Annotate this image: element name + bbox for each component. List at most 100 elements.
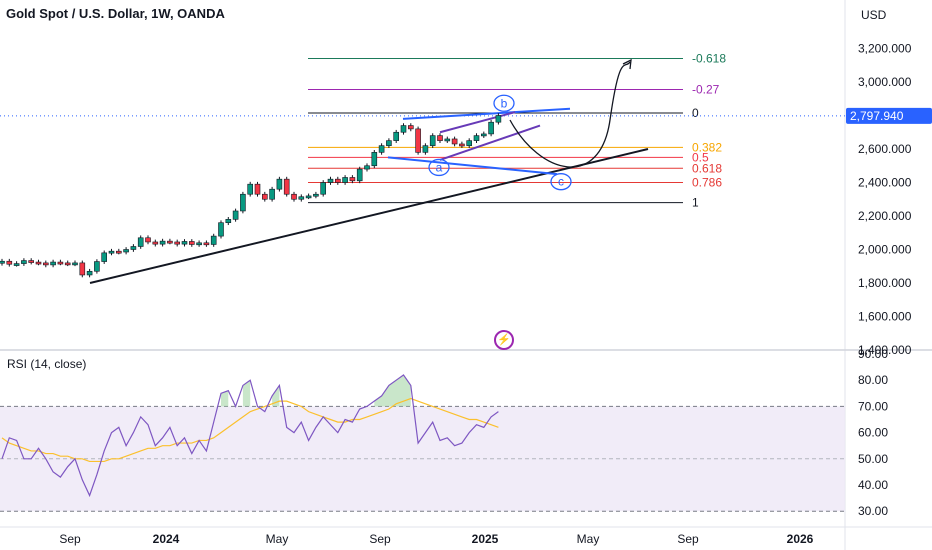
wave-label: a xyxy=(436,160,443,174)
price-tick-label: 1,400.000 xyxy=(858,343,912,357)
candle-up xyxy=(181,241,188,245)
price-tick-label: 2,600.000 xyxy=(858,142,912,156)
candle-up xyxy=(0,260,5,264)
rsi-overbought-fill xyxy=(272,385,280,407)
candle-up xyxy=(72,262,78,266)
candle-up xyxy=(422,145,429,153)
candle-up xyxy=(21,260,27,264)
candle-down xyxy=(167,240,173,244)
fib-level-label: -0.27 xyxy=(692,83,720,97)
candle-down xyxy=(28,260,35,263)
fib-level-label: -0.618 xyxy=(692,52,726,66)
candle-up xyxy=(13,263,20,266)
projection-arrowhead xyxy=(622,58,632,70)
fib-level-label: 0.5 xyxy=(692,150,709,164)
candle-up xyxy=(269,188,275,200)
candle-up xyxy=(159,240,166,245)
candle-up xyxy=(137,237,144,247)
blue-support-line xyxy=(387,156,558,176)
support-trendline xyxy=(89,148,649,284)
rsi-line xyxy=(1,374,499,498)
rsi-overbought-fill xyxy=(242,380,251,407)
fib-level-label: 0.382 xyxy=(692,140,722,154)
wave-label-circle xyxy=(493,94,515,112)
time-tick-label: 2025 xyxy=(472,532,499,546)
candle-down xyxy=(334,178,341,183)
candle-down xyxy=(437,135,443,141)
price-tick-label: 2,400.000 xyxy=(858,176,912,190)
candle-down xyxy=(283,178,290,195)
price-tick-label: 3,000.000 xyxy=(858,75,912,89)
rsi-tick-label: 80.00 xyxy=(858,373,888,387)
wave-label: b xyxy=(501,96,508,110)
rsi-tick-label: 70.00 xyxy=(858,399,888,413)
candle-up xyxy=(400,125,407,133)
candle-up xyxy=(378,145,385,153)
candle-down xyxy=(291,193,297,200)
candle-up xyxy=(240,193,246,212)
rsi-indicator-label[interactable]: RSI (14, close) xyxy=(7,357,87,371)
candle-up xyxy=(196,242,202,246)
candle-up xyxy=(232,210,239,220)
candle-up xyxy=(50,261,56,266)
candle-up xyxy=(276,178,283,190)
last-price-tag xyxy=(846,107,932,124)
candle-up xyxy=(210,235,217,245)
rsi-overbought-fill xyxy=(221,390,229,407)
candle-down xyxy=(261,193,268,200)
candle-down xyxy=(174,241,180,245)
time-tick-label: May xyxy=(577,532,600,546)
candle-up xyxy=(218,222,224,237)
candle-up xyxy=(386,140,392,146)
candle-up xyxy=(108,250,115,254)
candle-up xyxy=(473,135,480,141)
symbol-title[interactable]: Gold Spot / U.S. Dollar, 1W, OANDA xyxy=(6,6,225,21)
price-tick-label: 3,200.000 xyxy=(858,42,912,56)
wave-label-circle xyxy=(428,158,450,177)
candle-up xyxy=(305,195,312,199)
candle-up xyxy=(356,168,363,182)
channel-upper-line xyxy=(439,111,516,134)
candle-down xyxy=(6,260,13,265)
candle-down xyxy=(64,262,71,266)
lightning-bolt-icon[interactable]: ⚡ xyxy=(494,330,514,350)
time-tick-label: Sep xyxy=(59,532,81,546)
price-tick-label: 1,800.000 xyxy=(858,276,912,290)
candle-down xyxy=(459,143,465,147)
blue-resistance-line xyxy=(402,107,571,120)
candle-down xyxy=(79,262,86,276)
time-tick-label: Sep xyxy=(369,532,391,546)
fib-level-label: 0.618 xyxy=(692,161,722,175)
fib-level-label: 0 xyxy=(692,106,699,120)
candle-up xyxy=(466,140,473,146)
rsi-tick-label: 40.00 xyxy=(858,478,888,492)
time-tick-label: 2024 xyxy=(153,532,180,546)
candle-down xyxy=(189,241,195,245)
price-tick-label: 2,000.000 xyxy=(858,243,912,257)
rsi-overbought-fill xyxy=(374,374,411,407)
last-price-label: 2,797.940 xyxy=(850,109,904,123)
wave-label-circle xyxy=(550,173,572,191)
candle-down xyxy=(415,128,421,153)
candle-up xyxy=(298,196,305,200)
candle-up xyxy=(101,252,107,262)
fib-level-label: 1 xyxy=(692,196,699,210)
candle-up xyxy=(364,165,370,170)
candle-up xyxy=(327,178,334,183)
candle-up xyxy=(86,270,93,276)
candle-up xyxy=(444,138,451,142)
wave-label: c xyxy=(558,175,564,189)
candle-down xyxy=(35,261,42,265)
time-tick-label: May xyxy=(266,532,289,546)
candle-up xyxy=(488,121,494,135)
currency-label[interactable]: USD xyxy=(861,8,887,22)
channel-lower-line xyxy=(439,124,541,161)
candle-up xyxy=(393,131,400,141)
candle-down xyxy=(349,177,356,182)
fib-level-label: 0.786 xyxy=(692,176,722,190)
candle-down xyxy=(152,241,159,245)
candle-down xyxy=(254,183,261,195)
time-tick-label: Sep xyxy=(677,532,699,546)
candle-up xyxy=(320,182,327,195)
rsi-tick-label: 60.00 xyxy=(858,426,888,440)
